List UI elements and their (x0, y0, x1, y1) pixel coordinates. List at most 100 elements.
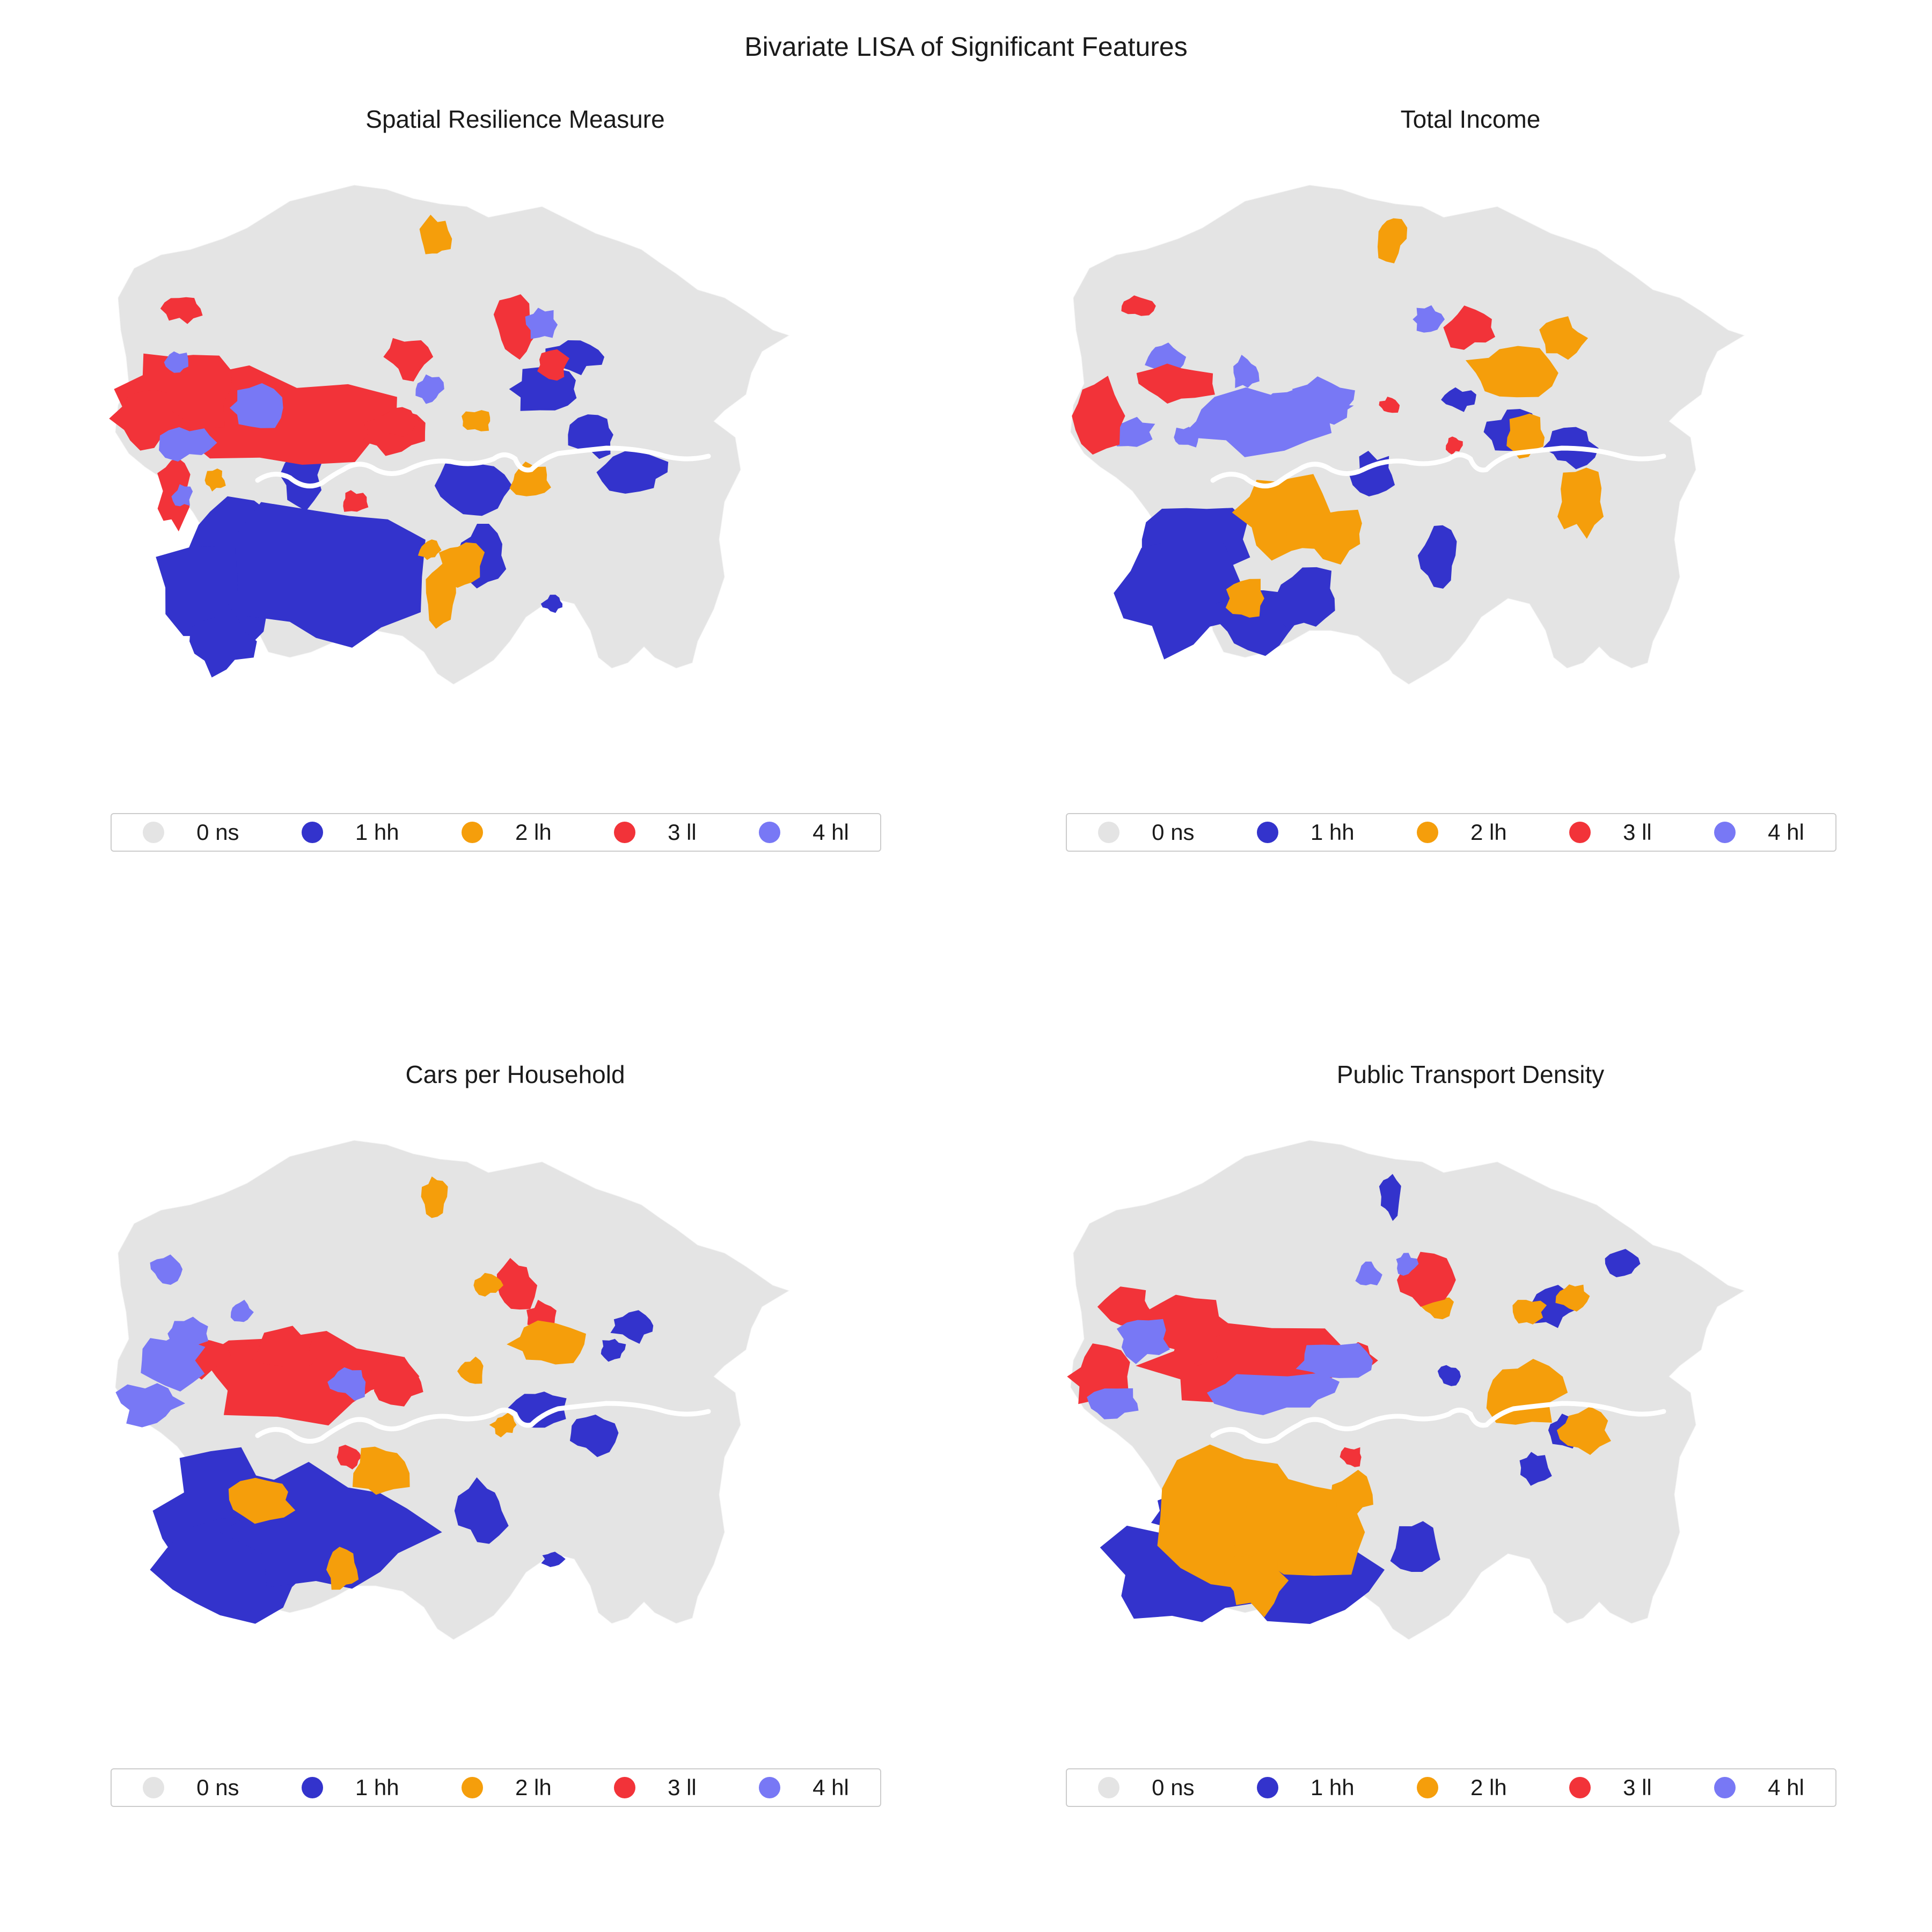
river-thames (255, 1401, 711, 1444)
cluster-lh (421, 1176, 448, 1218)
legend-label: 2 lh (515, 819, 552, 845)
legend-swatch-hl (759, 822, 781, 843)
cluster-ll (1121, 295, 1156, 316)
cluster-hl (164, 351, 188, 373)
map-regions (1070, 185, 1745, 685)
legend: 0 ns 1 hh 2 lh 3 ll 4 hl (1066, 1768, 1836, 1807)
legend-label: 2 lh (1470, 1775, 1507, 1800)
legend-label: 1 hh (1310, 819, 1355, 845)
cluster-hl (1116, 1319, 1170, 1364)
legend-item-ns: 0 ns (1098, 819, 1195, 845)
legend-label: 4 hl (813, 1775, 849, 1800)
cluster-lh (1512, 1300, 1547, 1324)
legend-swatch-hh (1256, 1777, 1278, 1798)
legend-swatch-lh (1417, 1777, 1438, 1798)
cluster-hl (1087, 1388, 1139, 1419)
river-thames (1210, 445, 1666, 489)
legend: 0 ns 1 hh 2 lh 3 ll 4 hl (111, 813, 881, 852)
legend-label: 1 hh (355, 819, 399, 845)
cluster-lh (419, 215, 452, 254)
legend-swatch-ns (143, 1777, 165, 1798)
cluster-lh (1465, 346, 1558, 398)
cluster-hl (141, 1334, 206, 1392)
cluster-lh (1486, 1359, 1568, 1425)
cluster-lh (1555, 1284, 1590, 1312)
cluster-hh (541, 1552, 566, 1567)
legend-item-hl: 4 hl (1714, 1775, 1804, 1801)
cluster-lh (1225, 579, 1264, 618)
legend-label: 0 ns (196, 1775, 239, 1800)
legend-item-hh: 1 hh (301, 1775, 399, 1801)
cluster-hl (1262, 387, 1318, 428)
cluster-hh (540, 595, 562, 613)
cluster-lh (489, 1413, 517, 1438)
river-thames (255, 445, 711, 489)
cluster-hl (230, 1299, 254, 1322)
cluster-hh (507, 1392, 567, 1428)
cluster-hh (1114, 541, 1245, 660)
cluster-hl (1396, 1253, 1419, 1276)
map-regions (1067, 1140, 1745, 1640)
legend-label: 0 ns (196, 819, 239, 845)
cluster-ll (1397, 1252, 1456, 1307)
cluster-ll (1072, 376, 1125, 455)
cluster-lh (1557, 467, 1604, 539)
cluster-lh (473, 1272, 503, 1297)
legend-item-ns: 0 ns (1098, 1775, 1195, 1801)
cluster-lh (509, 462, 551, 496)
legend-swatch-lh (1417, 822, 1438, 843)
cluster-hh (569, 1414, 619, 1458)
legend-swatch-ll (614, 1777, 636, 1798)
cluster-hl (1413, 305, 1445, 333)
cluster-ll (1379, 397, 1400, 413)
cluster-lh (326, 1547, 359, 1590)
cluster-ll (380, 407, 419, 437)
legend-item-ll: 3 ll (1569, 1775, 1652, 1801)
cluster-ll (252, 1326, 318, 1369)
cluster-ll (1446, 436, 1463, 455)
cluster-hh (234, 502, 426, 648)
panel-total-income: Total Income 0 ns 1 hh 2 lh 3 ll 4 hl (1052, 105, 1889, 963)
cluster-lh (1286, 509, 1362, 565)
cluster-hh (1275, 567, 1335, 628)
cluster-ll (343, 490, 369, 512)
legend-swatch-hl (1714, 1777, 1736, 1798)
legend-swatch-hh (1256, 822, 1278, 843)
cluster-ll (1097, 1286, 1155, 1326)
legend-item-lh: 2 lh (1417, 1775, 1507, 1801)
cluster-hl (167, 1316, 209, 1349)
panel-title: Cars per Household (405, 1060, 625, 1088)
legend-swatch-ns (1098, 822, 1120, 843)
cluster-lh (1377, 218, 1408, 264)
cluster-hh (280, 450, 324, 511)
legend-label: 1 hh (1310, 1775, 1355, 1800)
cluster-lh (228, 1477, 296, 1524)
legend-swatch-hh (301, 1777, 323, 1798)
cluster-ll (369, 1357, 423, 1407)
legend-label: 0 ns (1152, 819, 1195, 845)
legend-swatch-hh (301, 822, 323, 843)
cluster-hl (327, 1367, 366, 1401)
river-thames (1210, 1401, 1666, 1444)
legend-label: 4 hl (1768, 1775, 1804, 1800)
cluster-lh (457, 1356, 484, 1384)
legend-item-ll: 3 ll (614, 819, 697, 845)
legend-item-lh: 2 lh (462, 819, 552, 845)
cluster-hl (415, 374, 444, 404)
london-map (115, 1140, 790, 1640)
cluster-lh (1331, 1469, 1373, 1519)
cluster-hh (1605, 1249, 1641, 1277)
legend-item-ns: 0 ns (143, 819, 239, 845)
legend-item-hh: 1 hh (1256, 819, 1355, 845)
cluster-hl (171, 484, 193, 507)
legend-item-hh: 1 hh (1256, 1775, 1355, 1801)
cluster-lh (418, 539, 442, 560)
cluster-hl (1233, 355, 1260, 389)
cluster-lh (1556, 1406, 1611, 1455)
legend-swatch-ns (143, 822, 165, 843)
cluster-lh (507, 1320, 586, 1365)
legend-swatch-hl (759, 1777, 781, 1798)
cluster-ll (1136, 363, 1215, 404)
cluster-lh (462, 410, 491, 431)
legend-swatch-hl (1714, 822, 1736, 843)
